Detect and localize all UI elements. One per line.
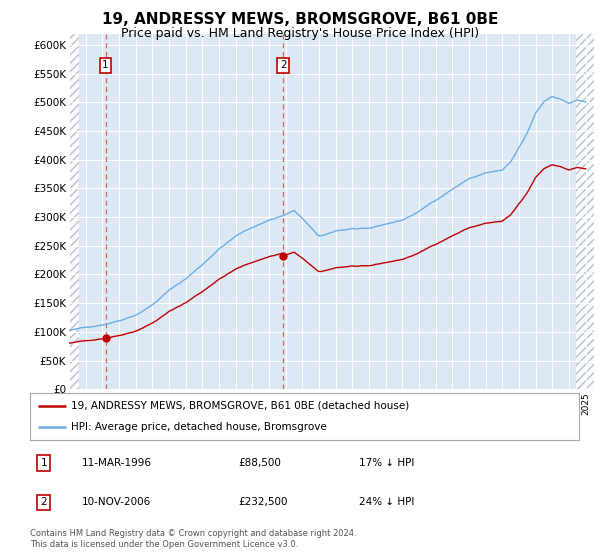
Text: 11-MAR-1996: 11-MAR-1996 xyxy=(82,458,152,468)
Text: 24% ↓ HPI: 24% ↓ HPI xyxy=(359,497,415,507)
Text: 1: 1 xyxy=(102,60,109,70)
Text: £88,500: £88,500 xyxy=(239,458,281,468)
Text: 19, ANDRESSY MEWS, BROMSGROVE, B61 0BE: 19, ANDRESSY MEWS, BROMSGROVE, B61 0BE xyxy=(102,12,498,27)
Text: 17% ↓ HPI: 17% ↓ HPI xyxy=(359,458,415,468)
Text: HPI: Average price, detached house, Bromsgrove: HPI: Average price, detached house, Brom… xyxy=(71,422,327,432)
Text: Price paid vs. HM Land Registry's House Price Index (HPI): Price paid vs. HM Land Registry's House … xyxy=(121,27,479,40)
Text: 1: 1 xyxy=(40,458,47,468)
Text: 2: 2 xyxy=(40,497,47,507)
Text: 19, ANDRESSY MEWS, BROMSGROVE, B61 0BE (detached house): 19, ANDRESSY MEWS, BROMSGROVE, B61 0BE (… xyxy=(71,400,409,410)
Text: Contains HM Land Registry data © Crown copyright and database right 2024.
This d: Contains HM Land Registry data © Crown c… xyxy=(30,529,356,549)
Text: 10-NOV-2006: 10-NOV-2006 xyxy=(82,497,151,507)
Text: 2: 2 xyxy=(280,60,287,70)
Text: £232,500: £232,500 xyxy=(239,497,288,507)
